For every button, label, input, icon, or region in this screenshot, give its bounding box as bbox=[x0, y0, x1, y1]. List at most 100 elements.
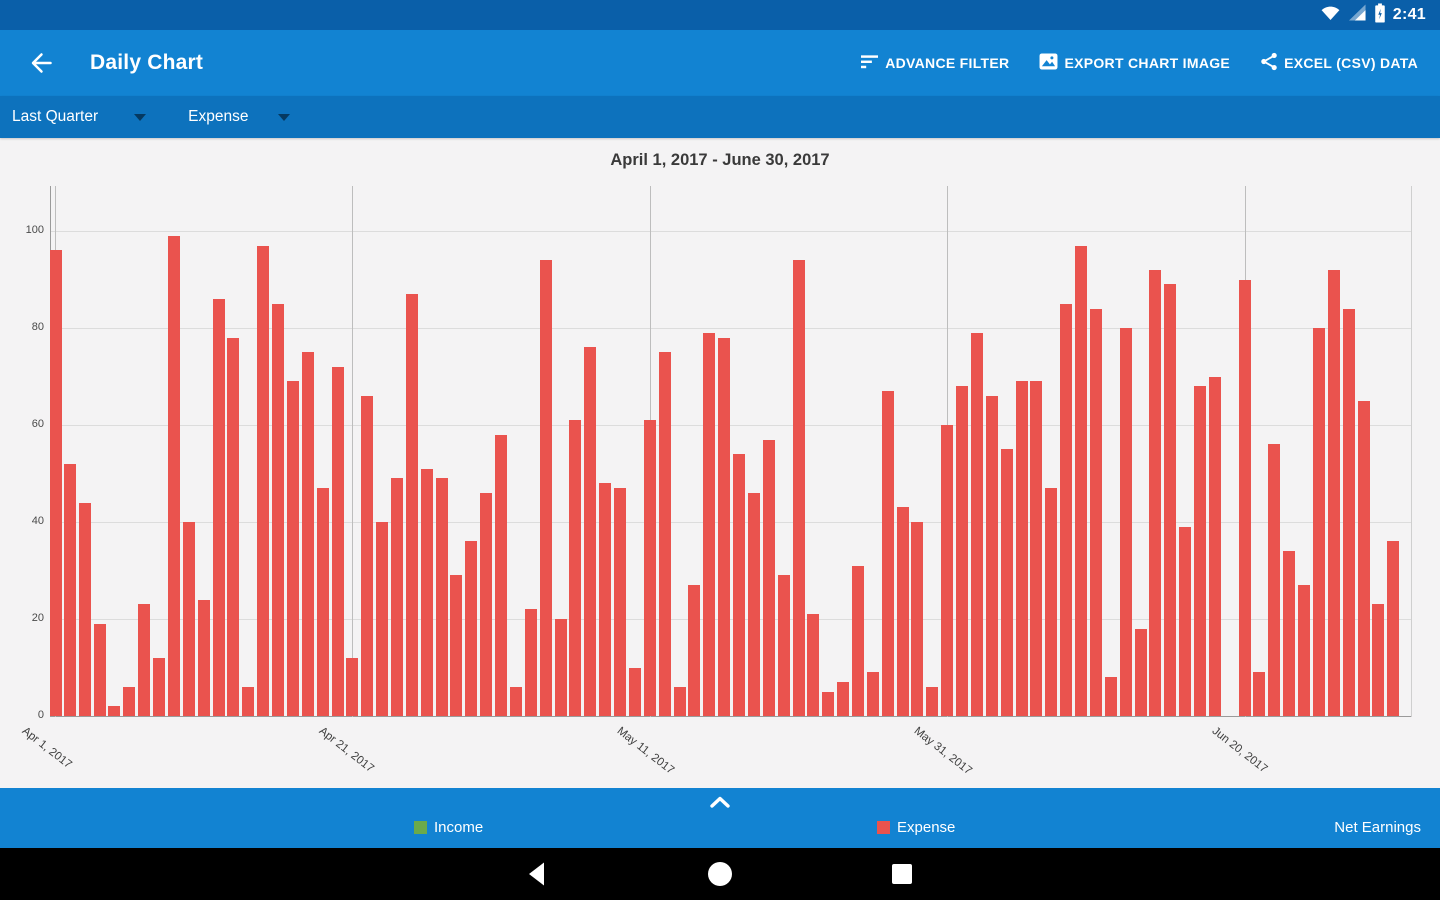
expense-bar[interactable] bbox=[1179, 526, 1192, 716]
expense-bar[interactable] bbox=[747, 492, 760, 716]
expense-bar[interactable] bbox=[614, 488, 627, 716]
expense-bar[interactable] bbox=[985, 395, 998, 716]
expense-bar[interactable] bbox=[93, 623, 106, 716]
expense-bar[interactable] bbox=[50, 250, 62, 716]
expense-bar[interactable] bbox=[108, 706, 121, 716]
back-arrow-icon[interactable] bbox=[26, 48, 56, 78]
nav-home-icon[interactable] bbox=[707, 861, 733, 887]
expense-bar[interactable] bbox=[1060, 303, 1073, 716]
expense-bar[interactable] bbox=[524, 609, 537, 716]
expense-bar[interactable] bbox=[1268, 444, 1281, 716]
chevron-up-icon[interactable] bbox=[703, 793, 737, 811]
expense-bar[interactable] bbox=[1283, 551, 1296, 716]
expense-bar[interactable] bbox=[212, 298, 225, 716]
expense-bar[interactable] bbox=[1000, 449, 1013, 716]
period-dropdown[interactable]: Last Quarter bbox=[12, 108, 147, 126]
expense-bar[interactable] bbox=[465, 541, 478, 716]
expense-bar[interactable] bbox=[1164, 284, 1177, 716]
expense-bar[interactable] bbox=[673, 686, 686, 716]
expense-bar[interactable] bbox=[1193, 386, 1206, 716]
expense-bar[interactable] bbox=[1312, 328, 1325, 716]
expense-bar[interactable] bbox=[926, 686, 939, 716]
expense-bar[interactable] bbox=[628, 667, 641, 716]
expense-bar[interactable] bbox=[941, 425, 954, 716]
expense-bar[interactable] bbox=[1238, 279, 1251, 716]
expense-bar[interactable] bbox=[63, 463, 76, 716]
expense-bar[interactable] bbox=[643, 420, 656, 716]
expense-bar[interactable] bbox=[316, 488, 329, 716]
export-chart-image-button[interactable]: EXPORT CHART IMAGE bbox=[1039, 53, 1230, 73]
expense-bar[interactable] bbox=[569, 420, 582, 716]
expense-bar[interactable] bbox=[376, 522, 389, 716]
expense-bar[interactable] bbox=[182, 522, 195, 716]
expense-bar[interactable] bbox=[866, 672, 879, 716]
expense-bar[interactable] bbox=[1372, 604, 1385, 716]
expense-bar[interactable] bbox=[733, 454, 746, 716]
expense-bar[interactable] bbox=[1134, 628, 1147, 716]
expense-bar[interactable] bbox=[346, 657, 359, 716]
expense-bar[interactable] bbox=[970, 332, 983, 716]
expense-bar[interactable] bbox=[391, 478, 403, 716]
expense-bar[interactable] bbox=[792, 260, 805, 716]
expense-bar[interactable] bbox=[301, 352, 314, 716]
nav-back-icon[interactable] bbox=[527, 861, 546, 887]
excel-csv-data-button[interactable]: EXCEL (CSV) DATA bbox=[1260, 52, 1418, 74]
expense-bar[interactable] bbox=[851, 565, 864, 716]
expense-bar[interactable] bbox=[554, 619, 567, 716]
expense-bar[interactable] bbox=[509, 686, 522, 716]
expense-bar[interactable] bbox=[956, 386, 969, 716]
expense-bar[interactable] bbox=[286, 381, 299, 716]
expense-bar[interactable] bbox=[777, 575, 790, 716]
expense-bar[interactable] bbox=[807, 614, 820, 716]
expense-bar[interactable] bbox=[1253, 672, 1266, 716]
expense-bar[interactable] bbox=[272, 303, 285, 716]
bar-chart-plot[interactable] bbox=[50, 186, 1412, 717]
expense-bar[interactable] bbox=[138, 604, 151, 716]
expense-bar[interactable] bbox=[435, 478, 448, 716]
type-dropdown[interactable]: Expense bbox=[188, 108, 291, 126]
expense-bar[interactable] bbox=[881, 391, 894, 716]
expense-bar[interactable] bbox=[1119, 328, 1132, 716]
expense-bar[interactable] bbox=[1149, 269, 1162, 716]
expense-bar[interactable] bbox=[837, 682, 850, 716]
expense-bar[interactable] bbox=[361, 395, 374, 716]
expense-bar[interactable] bbox=[658, 352, 671, 716]
expense-bar[interactable] bbox=[688, 585, 701, 716]
expense-bar[interactable] bbox=[718, 337, 731, 716]
nav-recents-icon[interactable] bbox=[891, 863, 913, 885]
expense-bar[interactable] bbox=[911, 522, 924, 716]
expense-bar[interactable] bbox=[153, 657, 166, 716]
expense-bar[interactable] bbox=[1298, 585, 1311, 716]
expense-bar[interactable] bbox=[1208, 376, 1221, 716]
expense-bar[interactable] bbox=[584, 347, 597, 716]
expense-bar[interactable] bbox=[78, 502, 91, 716]
expense-bar[interactable] bbox=[495, 434, 508, 716]
expense-bar[interactable] bbox=[257, 245, 270, 716]
expense-bar[interactable] bbox=[1342, 308, 1355, 716]
expense-bar[interactable] bbox=[227, 337, 240, 716]
net-earnings-label[interactable]: Net Earnings bbox=[1334, 819, 1421, 836]
expense-bar[interactable] bbox=[1045, 488, 1058, 716]
expense-bar[interactable] bbox=[539, 260, 552, 716]
expense-bar[interactable] bbox=[331, 366, 344, 716]
expense-bar[interactable] bbox=[1075, 245, 1088, 716]
advance-filter-button[interactable]: ADVANCE FILTER bbox=[860, 53, 1009, 73]
expense-bar[interactable] bbox=[896, 507, 909, 716]
expense-bar[interactable] bbox=[1089, 308, 1102, 716]
expense-bar[interactable] bbox=[822, 691, 835, 716]
expense-bar[interactable] bbox=[480, 492, 493, 716]
expense-bar[interactable] bbox=[703, 332, 716, 716]
expense-bar[interactable] bbox=[1104, 677, 1117, 716]
expense-bar[interactable] bbox=[242, 686, 255, 716]
expense-bar[interactable] bbox=[450, 575, 463, 716]
expense-bar[interactable] bbox=[420, 468, 433, 716]
expense-bar[interactable] bbox=[123, 686, 136, 716]
expense-bar[interactable] bbox=[599, 483, 612, 716]
expense-bar[interactable] bbox=[1015, 381, 1028, 716]
expense-bar[interactable] bbox=[197, 599, 210, 716]
expense-bar[interactable] bbox=[762, 439, 775, 716]
expense-bar[interactable] bbox=[1030, 381, 1043, 716]
expense-bar[interactable] bbox=[405, 294, 418, 716]
expense-bar[interactable] bbox=[1357, 400, 1370, 716]
expense-bar[interactable] bbox=[1327, 269, 1340, 716]
